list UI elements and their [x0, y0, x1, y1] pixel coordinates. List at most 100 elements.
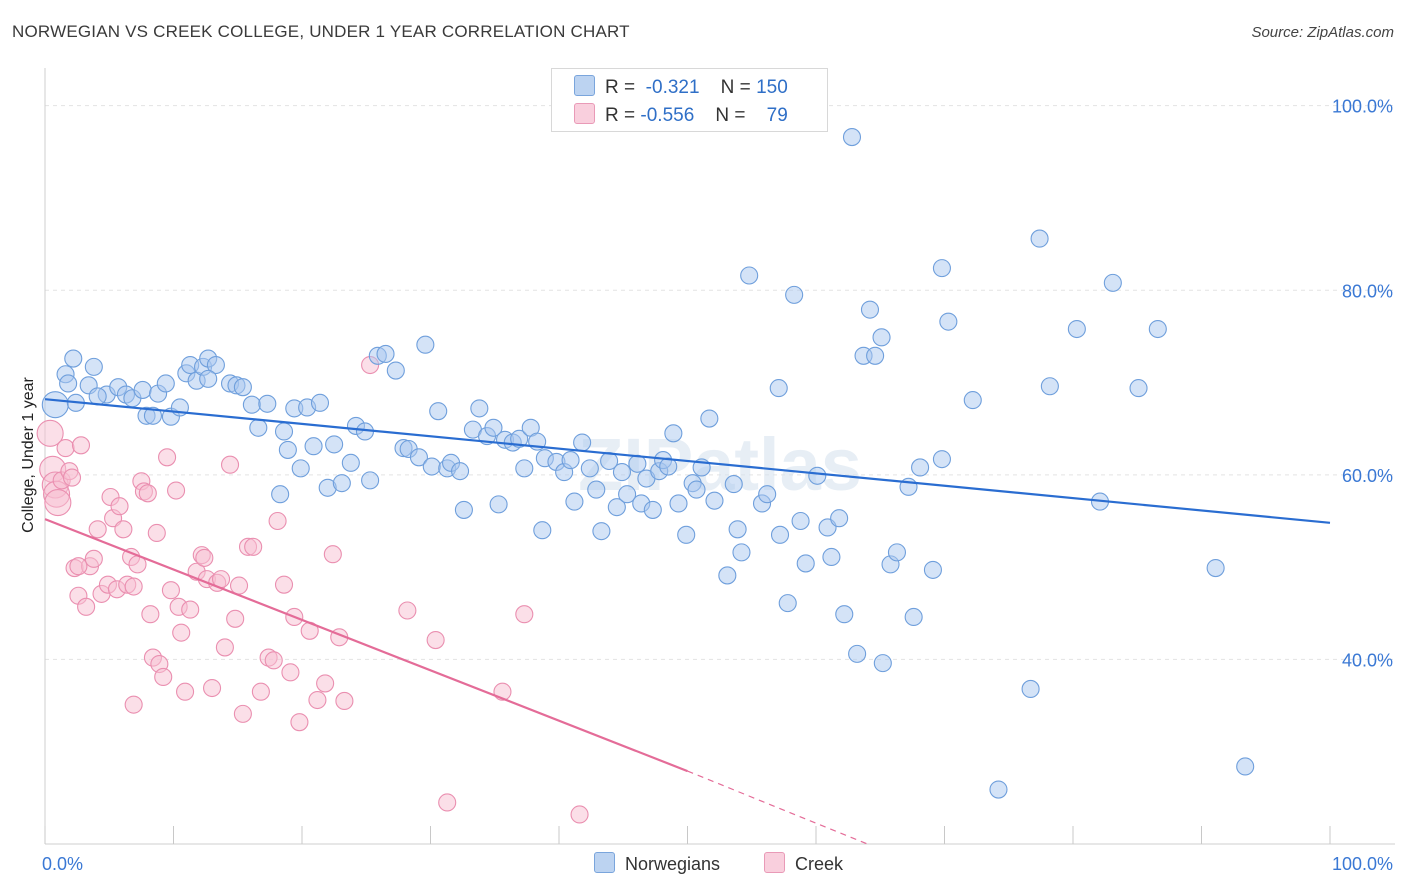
data-point: [963, 391, 982, 410]
data-point: [438, 793, 457, 812]
data-point: [570, 805, 589, 824]
data-point: [220, 455, 240, 474]
data-point: [592, 522, 611, 541]
data-point: [335, 691, 354, 711]
legend-row-creek: R = -0.556 N = 79: [574, 103, 788, 127]
data-point: [274, 422, 294, 441]
y-axis-label: College, Under 1 year: [20, 377, 37, 533]
data-point: [172, 623, 191, 642]
data-point: [454, 500, 473, 519]
axes: [44, 68, 1395, 845]
data-point: [687, 480, 706, 499]
data-point: [323, 545, 342, 564]
data-point: [426, 630, 445, 650]
data-point: [62, 468, 82, 487]
data-point: [887, 543, 907, 562]
x-tick-label: 100.0%: [1332, 854, 1393, 874]
data-point: [484, 418, 503, 437]
data-point: [156, 374, 175, 393]
data-point: [989, 780, 1008, 799]
data-point: [705, 491, 724, 510]
data-point: [341, 453, 360, 472]
data-point: [904, 607, 923, 627]
bottom-legend-swatch-norwegians: [594, 852, 615, 873]
data-point: [607, 498, 626, 517]
data-point: [1236, 757, 1255, 776]
data-point: [316, 674, 335, 693]
data-point: [88, 387, 107, 406]
data-point: [249, 418, 268, 437]
source-label: Source: ZipAtlas.com: [1251, 24, 1394, 41]
creek-trend-extension: [687, 770, 868, 845]
data-point: [77, 597, 96, 616]
data-point: [84, 549, 103, 568]
bottom-legend-creek: Creek: [764, 852, 843, 875]
data-point: [36, 419, 64, 447]
data-point: [732, 543, 751, 562]
data-point: [304, 437, 323, 456]
data-point: [911, 458, 930, 477]
data-point: [873, 654, 892, 673]
data-point: [138, 484, 157, 503]
data-point: [386, 361, 405, 380]
legend-r-value: -0.556: [640, 105, 695, 126]
data-point: [251, 682, 270, 701]
data-point: [932, 450, 951, 469]
data-point: [409, 448, 428, 467]
data-point: [226, 609, 245, 628]
data-point: [872, 328, 891, 347]
data-point: [1103, 273, 1122, 292]
legend-r-label: R =: [605, 105, 636, 126]
data-point: [573, 433, 592, 452]
data-point: [659, 457, 678, 476]
data-point: [141, 605, 160, 624]
data-point: [796, 554, 815, 573]
data-point: [669, 494, 688, 513]
data-point: [565, 492, 584, 511]
data-point: [848, 644, 867, 663]
data-point: [515, 459, 534, 478]
trend-lines: [44, 398, 1331, 845]
data-point: [860, 300, 880, 319]
data-point: [114, 520, 133, 539]
data-point: [1040, 377, 1059, 396]
data-point: [778, 594, 797, 613]
data-point: [233, 378, 252, 397]
norwegians-points: [41, 128, 1255, 799]
data-point: [176, 682, 195, 701]
data-point: [866, 346, 885, 365]
data-point: [451, 462, 470, 481]
data-point: [939, 312, 958, 331]
data-point: [233, 704, 252, 723]
data-point: [154, 667, 173, 687]
legend-r-label: R =: [605, 77, 636, 98]
creek-points: [36, 355, 589, 824]
data-point: [59, 374, 78, 393]
data-point: [71, 436, 91, 455]
data-point: [643, 500, 662, 519]
data-point: [822, 547, 841, 567]
data-point: [770, 525, 790, 544]
data-point: [64, 349, 83, 368]
data-point: [1030, 229, 1049, 248]
data-point: [361, 471, 380, 490]
x-tick-label: 0.0%: [42, 854, 83, 874]
data-point: [416, 335, 435, 354]
data-point: [398, 601, 417, 620]
data-point: [308, 690, 327, 710]
y-tick-label: 80.0%: [1342, 281, 1393, 301]
data-point: [510, 429, 529, 448]
data-point: [158, 448, 177, 467]
data-point: [268, 511, 287, 531]
data-point: [489, 495, 508, 514]
norwegians-trend-line: [44, 398, 1331, 524]
data-point: [1021, 679, 1040, 699]
data-point: [842, 128, 862, 147]
data-point: [199, 369, 218, 388]
data-point: [44, 488, 72, 517]
data-point: [429, 402, 448, 421]
data-point: [618, 485, 637, 504]
data-point: [325, 435, 344, 454]
data-point: [56, 439, 75, 458]
data-point: [291, 459, 310, 478]
